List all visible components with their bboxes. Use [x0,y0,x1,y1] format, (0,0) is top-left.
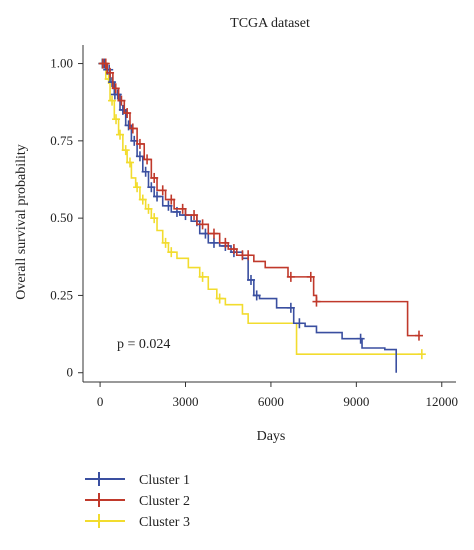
censor-mark [215,293,224,304]
censor-mark [111,83,120,94]
censor-mark [356,333,365,344]
censor-mark [108,77,117,88]
y-axis-label: Overall survival probability [14,144,29,300]
legend-label: Cluster 1 [139,473,190,488]
censor-mark [417,349,426,360]
y-tick-label: 0.75 [50,133,73,148]
censor-mark [117,95,126,106]
censor-mark [112,114,121,125]
censor-mark [147,182,156,193]
censor-mark [244,250,253,261]
censor-mark [164,200,173,211]
x-tick-label: 6000 [258,394,284,409]
censor-mark [167,247,176,258]
y-tick-label: 0 [67,365,74,380]
legend-label: Cluster 2 [139,494,190,509]
censor-mark [229,244,238,255]
censor-mark [135,138,144,149]
censor-mark [101,58,110,69]
censor-mark [414,330,423,341]
legend: Cluster 1 Cluster 2 Cluster 3 [85,472,190,530]
censor-mark [178,203,187,214]
survival-curve-3 [100,62,422,355]
censor-mark [113,89,122,100]
legend-item-1: Cluster 1 [85,472,190,488]
censor-mark [158,185,167,196]
censor-mark [246,274,255,285]
axis-ticks: 0 0.25 0.50 0.75 1.00 0 3000 6000 9000 12000 [50,56,458,409]
censor-mark [108,95,117,106]
censor-mark [312,296,321,307]
censor-mark [209,237,218,248]
legend-item-2: Cluster 2 [85,493,190,509]
censor-mark [118,104,127,115]
censor-mark [198,219,207,230]
chart-title: TCGA dataset [230,16,310,31]
censor-mark [209,228,218,239]
censor-mark [167,194,176,205]
censor-mark [123,108,132,119]
censor-mark [286,302,295,313]
x-tick-label: 3000 [173,394,199,409]
censor-mark [221,237,230,248]
x-tick-label: 0 [97,394,104,409]
censor-mark [128,123,137,134]
censor-mark [133,182,142,193]
censor-mark [135,151,144,162]
x-axis-label: Days [257,429,286,444]
y-tick-label: 0.50 [50,210,73,225]
censor-mark [125,157,134,168]
p-value-annotation: p = 0.024 [117,337,170,352]
censor-mark [141,166,150,177]
y-tick-label: 0.25 [50,287,73,302]
censor-mark [124,120,133,131]
censor-mark [150,172,159,183]
censor-mark [190,210,199,221]
survival-curve-1 [100,62,398,373]
survival-curves [98,58,426,373]
censor-mark [144,203,153,214]
censor-mark [116,129,125,140]
x-tick-label: 12000 [426,394,459,409]
legend-label: Cluster 3 [139,515,190,530]
censor-mark [295,318,304,329]
censor-mark [138,194,147,205]
legend-item-3: Cluster 3 [85,514,190,530]
censor-mark [153,191,162,202]
censor-mark [198,271,207,282]
censor-mark [106,67,115,78]
censor-mark [161,237,170,248]
censor-mark [121,145,130,156]
censor-mark [150,213,159,224]
y-tick-label: 1.00 [50,56,73,71]
censor-mark [306,271,315,282]
censor-mark [252,290,261,301]
survival-curve-2 [100,62,419,337]
censor-mark [143,154,152,165]
censor-mark [286,271,295,282]
x-tick-label: 9000 [343,394,369,409]
